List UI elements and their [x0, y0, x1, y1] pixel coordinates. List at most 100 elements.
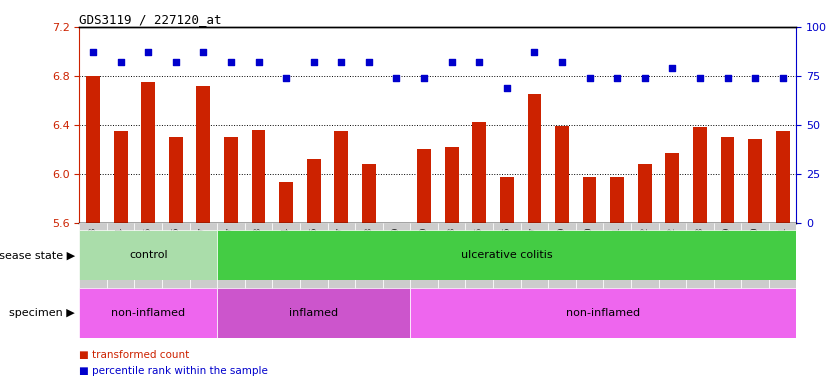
Text: disease state ▶: disease state ▶ [0, 250, 75, 260]
Text: GSM240024: GSM240024 [116, 227, 125, 273]
Bar [355, 223, 383, 303]
Bar [279, 182, 293, 223]
Text: GSM239716: GSM239716 [309, 227, 319, 273]
Point [169, 59, 183, 65]
Text: GSM239730: GSM239730 [585, 227, 594, 273]
Text: GSM240030: GSM240030 [751, 227, 760, 273]
Bar [500, 177, 514, 223]
Point [638, 75, 651, 81]
Bar [410, 288, 796, 338]
Text: GSM239726: GSM239726 [502, 227, 511, 273]
Bar [113, 131, 128, 223]
Bar [445, 147, 459, 223]
Bar [548, 223, 575, 303]
Bar [555, 126, 569, 223]
Bar [162, 223, 189, 303]
Point [610, 75, 624, 81]
Bar [300, 223, 328, 303]
Point [583, 75, 596, 81]
Text: ■ percentile rank within the sample: ■ percentile rank within the sample [79, 366, 268, 376]
Bar [217, 223, 244, 303]
Point [197, 49, 210, 55]
Text: ■ transformed count: ■ transformed count [79, 350, 189, 360]
Bar [465, 223, 493, 303]
Text: GDS3119 / 227120_at: GDS3119 / 227120_at [79, 13, 222, 26]
Bar [252, 130, 265, 223]
Text: control: control [129, 250, 168, 260]
Bar [603, 223, 631, 303]
Bar [417, 149, 431, 223]
Bar [328, 223, 355, 303]
Bar [610, 177, 624, 223]
Point [252, 59, 265, 65]
Text: GSM239720: GSM239720 [420, 227, 429, 273]
Point [473, 59, 486, 65]
Bar [438, 223, 465, 303]
Text: GSM240029: GSM240029 [723, 227, 732, 273]
Bar [273, 223, 300, 303]
Bar [107, 223, 134, 303]
Bar [520, 223, 548, 303]
Point [224, 59, 238, 65]
Text: specimen ▶: specimen ▶ [9, 308, 75, 318]
Text: GSM239618: GSM239618 [254, 227, 263, 273]
Bar [307, 159, 320, 223]
Point [307, 59, 320, 65]
Point [87, 49, 100, 55]
Text: GSM240028: GSM240028 [696, 227, 705, 273]
Point [142, 49, 155, 55]
Bar [631, 223, 659, 303]
Point [334, 59, 348, 65]
Point [114, 59, 128, 65]
Text: GSM239731: GSM239731 [613, 227, 621, 273]
Bar [362, 164, 376, 223]
Point [500, 84, 514, 91]
Point [389, 75, 403, 81]
Bar [693, 127, 706, 223]
Text: GSM240025: GSM240025 [143, 227, 153, 273]
Bar [527, 94, 541, 223]
Bar [666, 153, 679, 223]
Point [721, 75, 734, 81]
Bar [197, 86, 210, 223]
Bar [189, 223, 217, 303]
Point [776, 75, 789, 81]
Text: GSM239727: GSM239727 [530, 227, 539, 273]
Bar [472, 122, 486, 223]
Bar [714, 223, 741, 303]
Point [417, 75, 430, 81]
Bar [776, 131, 790, 223]
Bar [493, 223, 520, 303]
Text: GSM240022: GSM240022 [668, 227, 677, 273]
Point [362, 59, 375, 65]
Text: inflamed: inflamed [289, 308, 339, 318]
Bar [79, 223, 107, 303]
Text: GSM240027: GSM240027 [198, 227, 208, 273]
Text: GSM239729: GSM239729 [557, 227, 566, 273]
Text: non-inflamed: non-inflamed [111, 308, 185, 318]
Point [748, 75, 761, 81]
Bar [217, 288, 410, 338]
Text: GSM240031: GSM240031 [778, 227, 787, 273]
Point [666, 65, 679, 71]
Bar [134, 223, 162, 303]
Bar [141, 82, 155, 223]
Text: GSM239714: GSM239714 [282, 227, 290, 273]
Bar [686, 223, 714, 303]
Text: ulcerative colitis: ulcerative colitis [461, 250, 553, 260]
Bar [79, 230, 217, 280]
Bar [410, 223, 438, 303]
Bar [659, 223, 686, 303]
Point [693, 75, 706, 81]
Text: GSM239617: GSM239617 [227, 227, 235, 273]
Bar [721, 137, 735, 223]
Text: GSM239732: GSM239732 [641, 227, 649, 273]
Bar [86, 76, 100, 223]
Bar [583, 177, 596, 223]
Text: GSM240026: GSM240026 [171, 227, 180, 273]
Text: GSM239717: GSM239717 [337, 227, 346, 273]
Bar [748, 139, 762, 223]
Text: GSM239719: GSM239719 [392, 227, 401, 273]
Text: GSM240023: GSM240023 [88, 227, 98, 273]
Point [555, 59, 569, 65]
